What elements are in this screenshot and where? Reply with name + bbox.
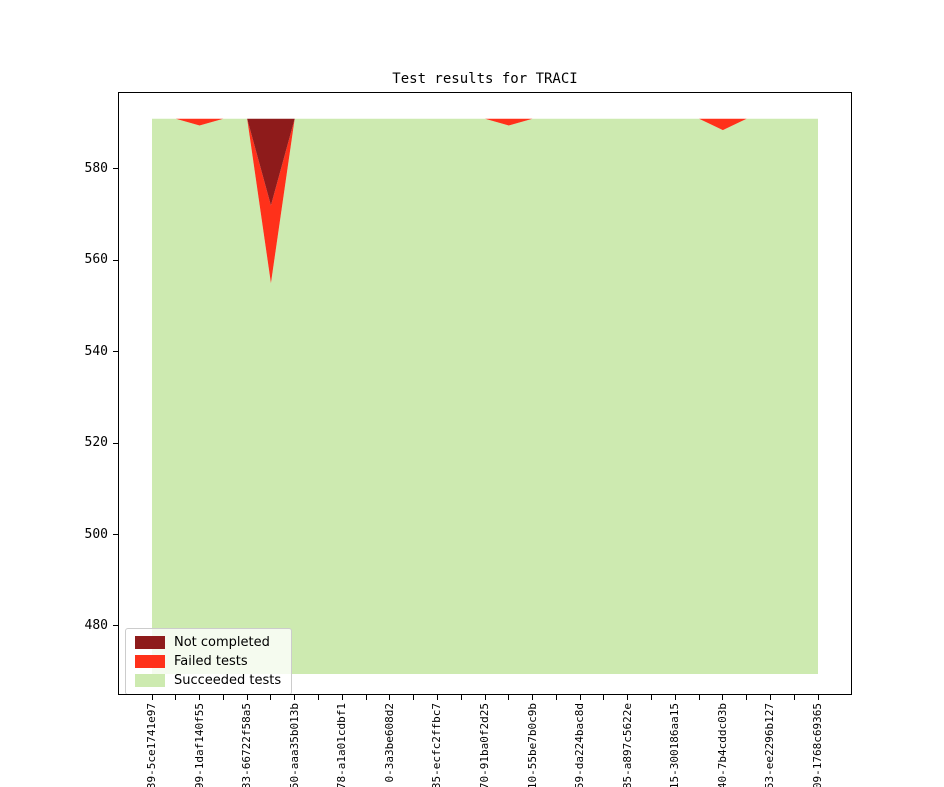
x-tick bbox=[555, 695, 557, 700]
x-tick bbox=[365, 695, 367, 700]
x-tick bbox=[270, 695, 272, 700]
x-tick-label: 40-7b4cddc03b bbox=[715, 703, 729, 787]
x-tick bbox=[413, 695, 415, 700]
x-tick bbox=[508, 695, 510, 700]
plot-area: Not completed Failed tests Succeeded tes… bbox=[118, 92, 852, 695]
y-tick-label: 520 bbox=[84, 435, 108, 451]
area-failed-tests bbox=[175, 118, 224, 126]
chart-title: Test results for TRACI bbox=[392, 71, 578, 87]
y-tick-label: 540 bbox=[84, 343, 108, 359]
x-tick-label: 59-da224bac8d bbox=[573, 703, 587, 787]
x-tick-label: 33-66722f58a5 bbox=[240, 703, 254, 787]
legend-swatch-succeeded-tests bbox=[135, 674, 165, 687]
x-tick-label: 78-a1a01cdbf1 bbox=[335, 703, 349, 787]
x-tick-label: 0-3a3be608d2 bbox=[382, 703, 396, 783]
legend: Not completed Failed tests Succeeded tes… bbox=[125, 628, 293, 695]
x-tick bbox=[532, 695, 534, 700]
stacked-area-canvas bbox=[152, 118, 818, 674]
x-tick-label: 85-a897c5622e bbox=[620, 703, 634, 787]
y-tick-label: 480 bbox=[84, 617, 108, 633]
x-tick bbox=[318, 695, 319, 700]
legend-swatch-failed-tests bbox=[135, 655, 165, 668]
x-tick-label: 70-91ba0f2d25 bbox=[478, 703, 491, 787]
x-tick-label: 09-1768c69365 bbox=[811, 703, 824, 787]
x-tick bbox=[769, 695, 771, 700]
y-tick bbox=[113, 351, 118, 353]
x-tick bbox=[246, 695, 248, 700]
y-tick bbox=[113, 534, 118, 536]
area-not-completed bbox=[247, 118, 295, 206]
y-tick-label: 500 bbox=[84, 526, 108, 542]
area-failed-tests bbox=[247, 118, 295, 284]
legend-item-succeeded-tests: Succeeded tests bbox=[135, 671, 281, 690]
x-tick bbox=[389, 695, 391, 700]
area-failed-tests bbox=[699, 118, 747, 131]
x-tick-label: 035-ecfc2ffbc7 bbox=[430, 703, 444, 787]
x-tick bbox=[175, 695, 177, 700]
x-tick-label: 15-300186aa15 bbox=[668, 703, 682, 787]
x-tick bbox=[603, 695, 605, 700]
x-tick bbox=[199, 695, 201, 700]
area-failed-tests bbox=[485, 118, 533, 126]
x-tick bbox=[151, 695, 153, 700]
x-tick bbox=[817, 695, 819, 700]
x-tick bbox=[651, 695, 652, 700]
x-tick bbox=[674, 695, 676, 700]
legend-item-failed-tests: Failed tests bbox=[135, 652, 281, 671]
x-tick bbox=[698, 695, 700, 700]
legend-label-succeeded-tests: Succeeded tests bbox=[174, 673, 282, 688]
y-tick-label: 560 bbox=[84, 252, 108, 268]
x-tick bbox=[484, 695, 486, 700]
x-tick bbox=[627, 695, 629, 700]
x-tick-label: 53-ee2296b127 bbox=[763, 703, 777, 787]
legend-swatch-not-completed bbox=[135, 636, 165, 649]
x-tick bbox=[722, 695, 724, 700]
x-tick bbox=[436, 695, 438, 700]
y-tick bbox=[113, 168, 118, 170]
y-tick bbox=[113, 625, 118, 627]
x-tick bbox=[579, 695, 581, 700]
x-tick bbox=[746, 695, 748, 700]
x-tick-label: 50-aaa35b013b bbox=[287, 703, 301, 787]
y-tick bbox=[113, 442, 118, 444]
legend-label-not-completed: Not completed bbox=[174, 635, 270, 650]
x-tick bbox=[793, 695, 795, 700]
x-tick bbox=[341, 695, 343, 700]
legend-label-failed-tests: Failed tests bbox=[174, 654, 248, 669]
x-tick-label: 39-5ce1741e97 bbox=[145, 703, 158, 787]
x-tick bbox=[222, 695, 224, 700]
x-tick-label: 399-1daf140f55 bbox=[192, 703, 206, 787]
x-tick-label: 10-55be7b0c9b bbox=[525, 703, 539, 787]
y-tick bbox=[113, 259, 118, 261]
y-tick-label: 580 bbox=[84, 160, 108, 176]
x-tick bbox=[460, 695, 462, 700]
legend-item-not-completed: Not completed bbox=[135, 633, 281, 652]
x-tick bbox=[294, 695, 296, 700]
area-succeeded-tests bbox=[152, 118, 818, 674]
